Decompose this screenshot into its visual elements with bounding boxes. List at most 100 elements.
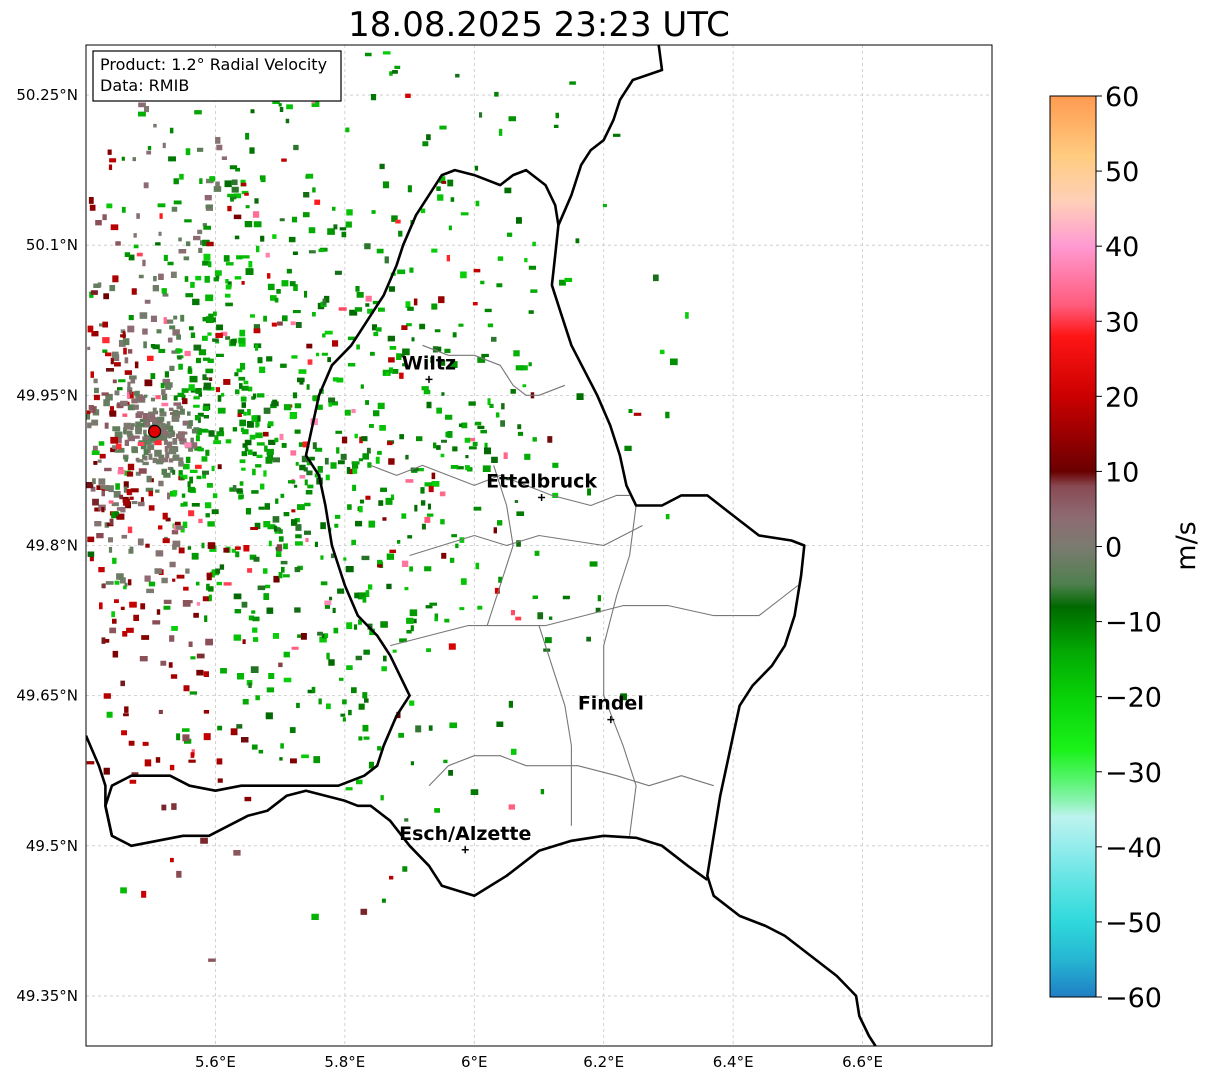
- radar-echo: [185, 568, 190, 574]
- radar-echo: [223, 582, 232, 586]
- colorbar-ticks: 60 50 40 30 20 10 0 −10 −20 −30 −40 −50 −60: [1096, 82, 1162, 1014]
- radar-echo: [171, 206, 178, 212]
- canton-border: [409, 525, 643, 557]
- radar-echo: [173, 402, 182, 406]
- radar-echo: [196, 653, 205, 659]
- lon-tick-label: 6.6°E: [842, 1053, 883, 1071]
- radar-echo: [180, 314, 185, 322]
- radar-echo: [112, 379, 117, 384]
- lat-tick-label: 50.25°N: [16, 86, 78, 104]
- radar-site: [147, 424, 162, 438]
- city-marker: Wiltz: [402, 352, 456, 383]
- radar-echo: [140, 603, 146, 610]
- radar-echo: [121, 534, 128, 539]
- radar-echo: [120, 680, 125, 687]
- info-product: Product: 1.2° Radial Velocity: [100, 55, 327, 74]
- colorbar-tick-label: −40: [1105, 833, 1162, 864]
- colorbar-tick-label: −50: [1105, 908, 1162, 939]
- radar-echo: [113, 491, 121, 498]
- radar-echo: [120, 606, 125, 610]
- colorbar-tick-label: 40: [1105, 232, 1139, 263]
- radar-echo: [401, 560, 409, 567]
- city-marker: Ettelbruck: [486, 470, 597, 501]
- radar-echo: [205, 205, 212, 209]
- radar-echo: [205, 638, 213, 646]
- city-plus-icon: [425, 375, 433, 383]
- radar-echo: [351, 409, 356, 414]
- radar-echo: [131, 501, 138, 505]
- radar-echo: [117, 470, 125, 475]
- radar-echo: [395, 219, 401, 224]
- radar-echo: [354, 307, 363, 312]
- canton-border: [486, 465, 514, 626]
- radar-echo: [308, 250, 316, 254]
- canton-border: [422, 344, 566, 396]
- radar-echo: [265, 252, 270, 258]
- city-label: Ettelbruck: [486, 470, 597, 492]
- city-label: Wiltz: [402, 352, 456, 374]
- radar-echo: [95, 220, 102, 226]
- radar-echo: [147, 444, 155, 450]
- radar-echo: [209, 377, 213, 381]
- canton-border: [370, 464, 630, 507]
- radar-echo: [234, 546, 241, 550]
- canton-border: [428, 755, 714, 787]
- radar-echo: [328, 397, 336, 403]
- radar-echo: [118, 393, 168, 453]
- colorbar: 60 50 40 30 20 10 0 −10 −20 −30 −40 −50 −60 m/s: [1049, 82, 1202, 1014]
- radar-echo: [193, 427, 200, 431]
- borders: [86, 45, 877, 1046]
- radar-echo: [184, 442, 192, 448]
- radar-echo: [515, 616, 522, 621]
- radar-echo: [254, 198, 259, 204]
- radar-echo: [276, 544, 283, 552]
- radar-echo: [182, 600, 191, 607]
- country-border: [104, 168, 709, 898]
- radar-echo: [155, 395, 161, 400]
- radar-echo: [136, 252, 143, 257]
- radar-echo: [174, 521, 181, 526]
- lat-tick-label: 49.8°N: [26, 537, 78, 555]
- map-frame: [85, 44, 993, 1047]
- colorbar-tick-label: −10: [1105, 608, 1162, 639]
- radar-echo: [200, 837, 208, 844]
- info-box-frame: [92, 50, 342, 102]
- radar-echo: [379, 163, 385, 170]
- canton-border: [603, 505, 637, 836]
- city-plus-icon: [607, 716, 615, 724]
- radar-echo: [102, 321, 108, 328]
- radar-echo: [106, 368, 114, 372]
- radar-echo: [110, 224, 119, 231]
- radar-echo: [143, 434, 149, 456]
- radar-echo: [183, 685, 190, 692]
- info-box: Product: 1.2° Radial Velocity Data: RMIB: [92, 50, 342, 102]
- radar-echo: [241, 281, 245, 285]
- radar-echo: [101, 637, 106, 644]
- colorbar-tick-label: 0: [1105, 533, 1122, 564]
- radar-echo: [90, 290, 98, 295]
- radar-echo: [126, 627, 134, 633]
- radar-echo: [322, 298, 326, 305]
- radar-echo: [273, 575, 280, 583]
- radar-echo: [94, 507, 125, 520]
- radar-site-marker: [147, 424, 162, 438]
- radar-echo: [439, 491, 446, 497]
- radar-echo: [306, 343, 313, 349]
- radar-echo: [167, 432, 180, 461]
- lat-tick-label: 49.65°N: [16, 687, 78, 705]
- radar-echo: [137, 442, 145, 446]
- radar-echo: [127, 233, 176, 568]
- radar-echo: [212, 338, 219, 342]
- radar-echo: [537, 612, 544, 620]
- radar-echo: [193, 344, 202, 351]
- city-plus-icon: [538, 493, 546, 501]
- colorbar-tick-label: 30: [1105, 307, 1139, 338]
- radar-echo: [177, 355, 182, 360]
- radar-echo: [171, 803, 177, 810]
- radar-echo: [405, 93, 411, 98]
- radar-echo: [139, 396, 187, 445]
- radar-echo: [366, 447, 371, 454]
- radar-echo: [92, 478, 96, 485]
- radar-echo: [122, 413, 128, 417]
- radar-echo: [115, 443, 122, 450]
